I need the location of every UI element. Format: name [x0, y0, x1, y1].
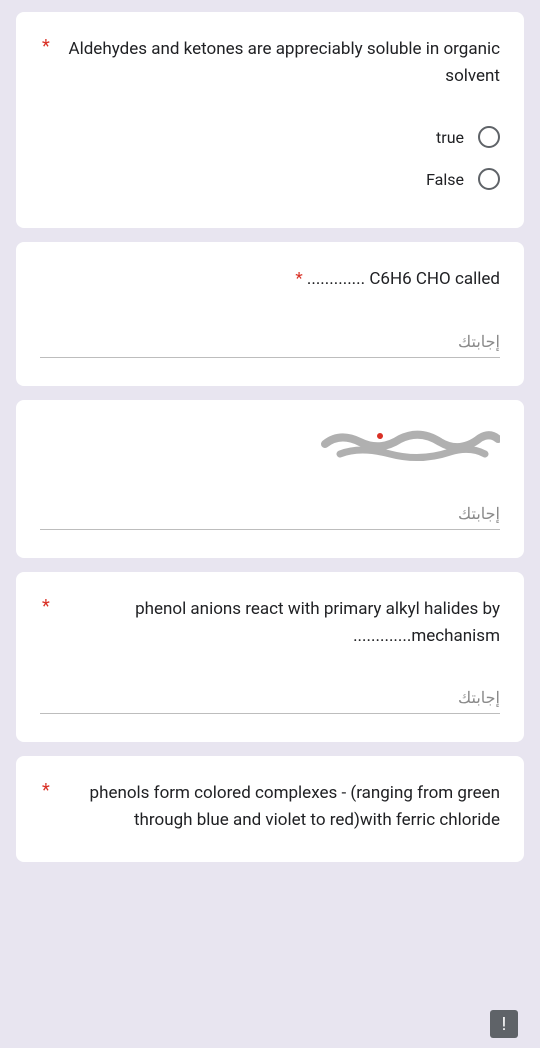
question-text: Aldehydes and ketones are appreciably so… — [40, 36, 500, 90]
answer-input[interactable] — [40, 498, 500, 530]
question-text: phenols form colored complexes - (rangin… — [40, 780, 500, 834]
option-true[interactable]: true — [40, 116, 500, 158]
scribble-icon — [320, 424, 500, 466]
question-text-content: ............. C6H6 CHO called — [307, 269, 500, 289]
radio-icon — [478, 126, 500, 148]
option-false[interactable]: False — [40, 158, 500, 200]
radio-icon — [478, 168, 500, 190]
alert-icon: ! — [502, 1014, 507, 1035]
option-label: true — [436, 128, 464, 147]
required-asterisk: * — [295, 269, 302, 289]
answer-input[interactable] — [40, 682, 500, 714]
report-button[interactable]: ! — [490, 1010, 518, 1038]
question-card-3 — [16, 400, 524, 558]
question-card-2: * ............. C6H6 CHO called — [16, 242, 524, 385]
question-text: phenol anions react with primary alkyl h… — [40, 596, 500, 650]
question-card-5: * phenols form colored complexes - (rang… — [16, 756, 524, 862]
required-asterisk: * — [42, 780, 50, 801]
question-card-1: * Aldehydes and ketones are appreciably … — [16, 12, 524, 228]
required-asterisk: * — [42, 596, 50, 617]
options-group: true False — [40, 116, 500, 200]
required-asterisk: * — [42, 36, 50, 57]
question-card-4: * phenol anions react with primary alkyl… — [16, 572, 524, 742]
option-label: False — [426, 170, 464, 189]
redacted-question — [40, 424, 500, 466]
question-text: * ............. C6H6 CHO called — [40, 266, 500, 293]
answer-input[interactable] — [40, 326, 500, 358]
